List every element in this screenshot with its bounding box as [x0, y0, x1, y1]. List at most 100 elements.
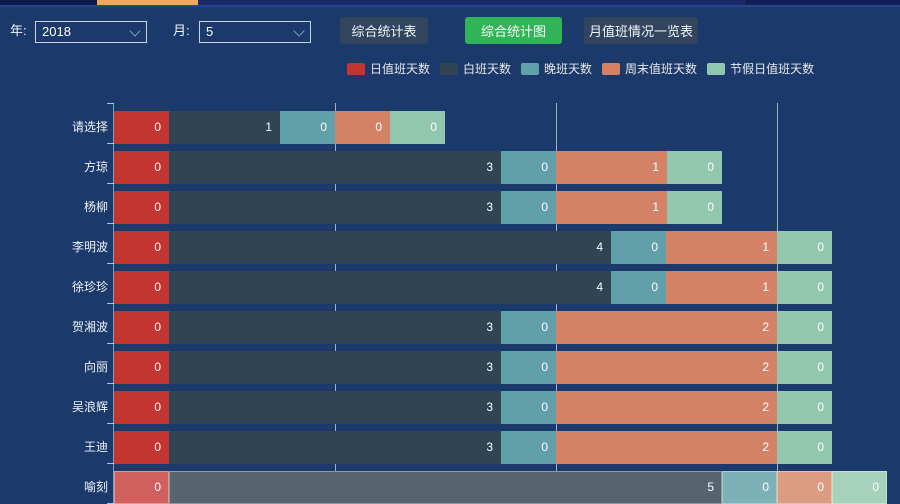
legend-swatch	[440, 62, 459, 75]
bar-segment[interactable]: 0	[114, 151, 169, 184]
bar-segment[interactable]: 1	[556, 151, 667, 184]
month-select-value: 5	[206, 24, 214, 39]
legend-item-label: 白班天数	[463, 62, 512, 76]
month-select[interactable]: 5	[199, 21, 311, 43]
bar-segment[interactable]: 0	[114, 391, 169, 424]
y-axis-tick	[107, 183, 114, 184]
bar-segment[interactable]: 3	[169, 151, 501, 184]
segment-value-label: 0	[817, 360, 824, 374]
segment-value-label: 0	[541, 160, 548, 174]
bar-segment[interactable]: 3	[169, 191, 501, 224]
segment-value-label: 1	[762, 240, 769, 254]
bar-segment[interactable]: 0	[667, 191, 722, 224]
bar-segment[interactable]: 0	[114, 351, 169, 384]
legend-item[interactable]: 节假日值班天数	[707, 60, 814, 77]
bar-segment[interactable]: 0	[777, 231, 832, 264]
bar-segment[interactable]: 0	[501, 311, 556, 344]
segment-value-label: 0	[817, 280, 824, 294]
bar-segment[interactable]: 0	[114, 111, 169, 144]
segment-value-label: 3	[486, 320, 493, 334]
bar-row: 0 3 0 1 0	[114, 151, 722, 184]
bar-segment[interactable]: 4	[169, 231, 611, 264]
legend-item[interactable]: 白班天数	[440, 60, 511, 77]
bar-segment[interactable]: 3	[169, 351, 501, 384]
year-label: 年:	[10, 23, 27, 38]
bar-segment[interactable]: 0	[777, 351, 832, 384]
bar-segment[interactable]: 3	[169, 431, 501, 464]
bar-segment[interactable]: 0	[280, 111, 335, 144]
legend-swatch	[347, 62, 365, 75]
bar-segment[interactable]: 0	[501, 191, 556, 224]
bar-segment[interactable]: 5	[169, 471, 722, 504]
stats-table-button[interactable]: 综合统计表	[340, 17, 428, 44]
bar-row: 0 1 0 0 0	[114, 111, 445, 144]
year-select[interactable]: 2018	[35, 21, 147, 43]
tab-strip-middle-segment	[198, 0, 745, 5]
segment-value-label: 0	[541, 400, 548, 414]
segment-value-label: 0	[817, 480, 824, 494]
segment-value-label: 0	[154, 440, 161, 454]
bar-segment[interactable]: 0	[722, 471, 777, 504]
bar-segment[interactable]: 0	[777, 271, 832, 304]
legend-swatch	[521, 62, 540, 75]
bar-segment[interactable]: 0	[777, 391, 832, 424]
stats-chart-button[interactable]: 综合统计图	[465, 17, 562, 44]
bar-segment[interactable]: 0	[611, 231, 666, 264]
bar-segment[interactable]: 0	[832, 471, 887, 504]
tab-strip-left-segment	[0, 0, 97, 5]
bar-segment[interactable]: 0	[114, 311, 169, 344]
bar-segment[interactable]: 1	[169, 111, 280, 144]
category-label: 王迪	[83, 440, 108, 454]
bar-row: 0 4 0 1 0	[114, 231, 832, 264]
bar-segment[interactable]: 0	[611, 271, 666, 304]
segment-value-label: 2	[762, 400, 769, 414]
bar-segment[interactable]: 0	[777, 471, 832, 504]
segment-value-label: 0	[154, 200, 161, 214]
bar-segment[interactable]: 0	[501, 151, 556, 184]
bar-segment[interactable]: 0	[114, 431, 169, 464]
bar-row: 0 3 0 2 0	[114, 431, 832, 464]
bar-segment[interactable]: 1	[666, 271, 777, 304]
bar-segment[interactable]: 0	[667, 151, 722, 184]
top-tab-strip	[0, 0, 900, 5]
bar-segment[interactable]: 2	[556, 391, 777, 424]
legend-item[interactable]: 晚班天数	[521, 60, 592, 77]
bar-segment[interactable]: 0	[390, 111, 445, 144]
bar-segment[interactable]: 3	[169, 311, 501, 344]
bar-segment[interactable]: 0	[114, 231, 169, 264]
y-axis-tick	[107, 343, 114, 344]
bar-segment[interactable]: 3	[169, 391, 501, 424]
legend-item[interactable]: 日值班天数	[347, 60, 430, 77]
segment-value-label: 0	[154, 480, 161, 494]
category-label: 李明波	[71, 240, 108, 254]
bar-segment[interactable]: 0	[777, 431, 832, 464]
bar-segment[interactable]: 4	[169, 271, 611, 304]
bar-segment[interactable]: 0	[777, 311, 832, 344]
bar-segment[interactable]: 2	[556, 351, 777, 384]
bar-segment[interactable]: 0	[335, 111, 390, 144]
bar-segment[interactable]: 1	[556, 191, 667, 224]
bar-segment[interactable]: 1	[666, 231, 777, 264]
bar-row: 0 4 0 1 0	[114, 271, 832, 304]
active-tab-indicator[interactable]	[97, 0, 198, 5]
segment-value-label: 0	[817, 400, 824, 414]
bar-segment[interactable]: 0	[114, 471, 169, 504]
bar-segment[interactable]: 0	[501, 431, 556, 464]
category-label: 喻刻	[83, 480, 108, 494]
segment-value-label: 0	[154, 120, 161, 134]
bar-segment[interactable]: 0	[114, 191, 169, 224]
monthly-duty-list-button[interactable]: 月值班情况一览表	[584, 17, 698, 44]
segment-value-label: 3	[486, 160, 493, 174]
segment-value-label: 1	[652, 160, 659, 174]
bar-segment[interactable]: 2	[556, 311, 777, 344]
segment-value-label: 0	[817, 320, 824, 334]
bar-segment[interactable]: 0	[114, 271, 169, 304]
bar-segment[interactable]: 0	[501, 351, 556, 384]
segment-value-label: 4	[596, 240, 603, 254]
bar-segment[interactable]: 0	[501, 391, 556, 424]
bar-segment[interactable]: 2	[556, 431, 777, 464]
legend-item[interactable]: 周末值班天数	[602, 60, 697, 77]
segment-value-label: 0	[651, 280, 658, 294]
